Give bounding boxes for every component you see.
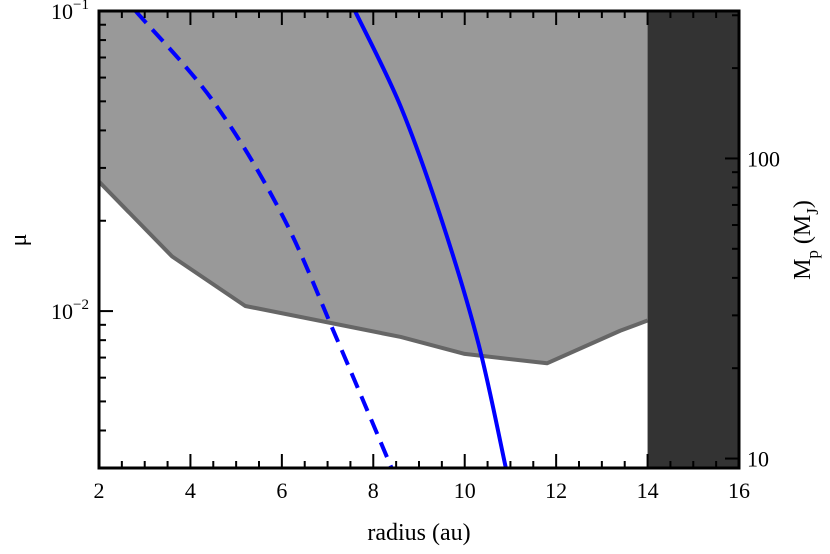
x-tick-label: 2 xyxy=(94,478,105,503)
y-tick-label: 10−2 xyxy=(51,297,89,324)
y2-tick-label: 10 xyxy=(747,447,769,472)
dashed-blue-line xyxy=(134,11,394,468)
y-tick-label-exponent: −2 xyxy=(73,297,89,313)
right-axis-title-sub2: J xyxy=(803,208,822,215)
y-tick-label-base: 10 xyxy=(51,0,73,24)
right-axis-title-sub1: p xyxy=(803,250,822,259)
y-tick-label-base: 10 xyxy=(51,299,73,324)
right-axis-title-end: ) xyxy=(790,200,816,208)
right-axis-title-mid: (M xyxy=(790,215,816,250)
y2-tick-label: 100 xyxy=(747,146,780,171)
y-tick-label: 10−1 xyxy=(51,0,89,24)
right-axis-title-main: M xyxy=(790,259,816,280)
x-axis-title: radius (au) xyxy=(367,520,470,546)
y-tick-label-exponent: −1 xyxy=(73,0,89,13)
excluded-region-fill xyxy=(99,11,648,364)
x-tick-label: 6 xyxy=(276,478,287,503)
x-tick-label: 12 xyxy=(545,478,567,503)
right-axis-title: Mp (MJ) xyxy=(790,200,822,280)
solid-blue-line xyxy=(353,11,508,468)
dark-band xyxy=(647,11,739,468)
x-tick-label: 4 xyxy=(185,478,196,503)
plot-area xyxy=(99,11,739,468)
x-tick-label: 14 xyxy=(637,478,659,503)
excluded-region-edge xyxy=(99,180,649,366)
x-tick-label: 16 xyxy=(728,478,750,503)
x-tick-label: 8 xyxy=(368,478,379,503)
x-tick-label: 10 xyxy=(454,478,476,503)
y-axis-title: μ xyxy=(6,234,32,247)
